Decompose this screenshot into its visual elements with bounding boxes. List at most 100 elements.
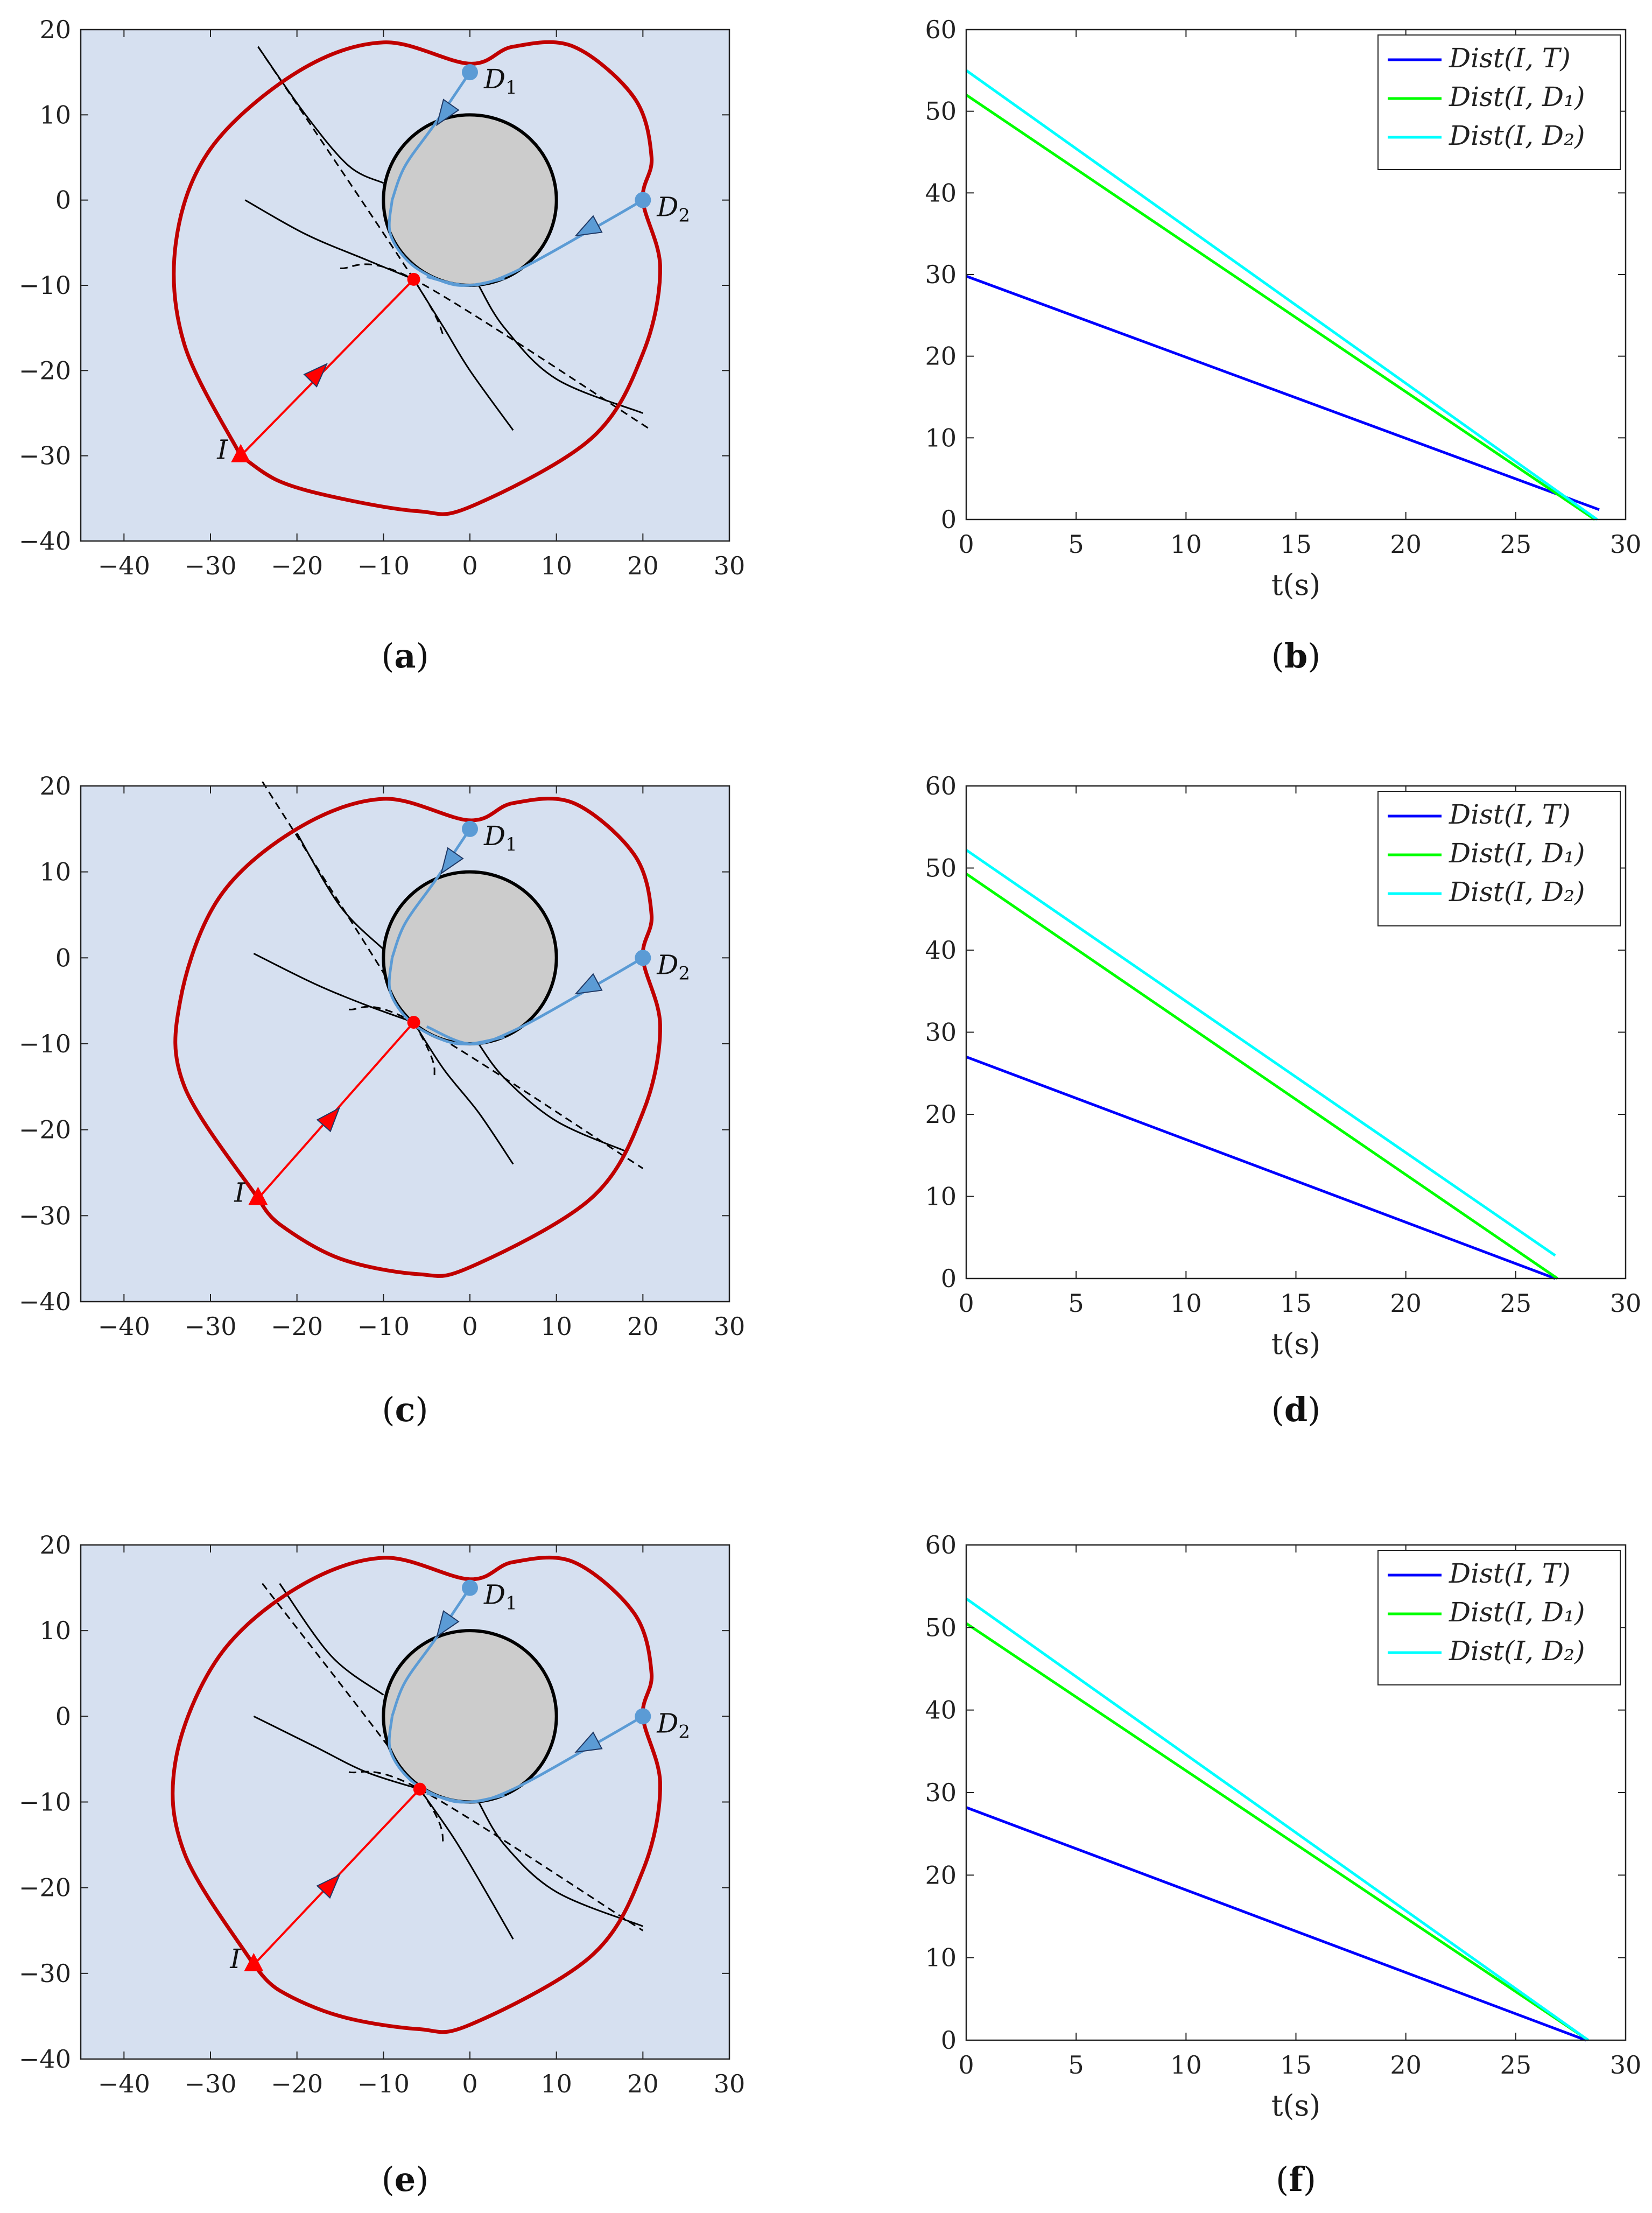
guide-curve xyxy=(419,1788,514,1940)
y-tick-label: 40 xyxy=(925,178,957,207)
caption-paren: ( xyxy=(1271,1390,1284,1429)
y-tick-label: 60 xyxy=(925,1530,957,1559)
x-tick-label: −10 xyxy=(357,1312,410,1341)
y-tick-label: −40 xyxy=(19,2045,71,2074)
defender-1-arrow xyxy=(440,847,464,875)
x-tick-label: −40 xyxy=(98,1312,150,1341)
legend-entry: Dist(I, D₁) xyxy=(1449,838,1585,869)
y-tick-label: 10 xyxy=(925,1182,957,1211)
defender-1-path xyxy=(391,1587,472,1717)
x-tick-label: 25 xyxy=(1500,530,1532,559)
intruder-label: I xyxy=(229,1943,241,1975)
intruder-arrow xyxy=(316,1107,341,1133)
defender-marker xyxy=(635,1708,651,1725)
y-tick-label: 20 xyxy=(39,1530,71,1559)
x-tick-label: 30 xyxy=(1610,530,1642,559)
guide-curve xyxy=(477,1043,626,1152)
legend-entry: Dist(I, D₁) xyxy=(1449,81,1585,113)
guide-curve xyxy=(477,285,643,414)
y-tick-label: 50 xyxy=(925,854,957,883)
y-tick-label: 10 xyxy=(39,100,71,129)
capture-boundary xyxy=(172,40,663,516)
x-tick-label: −30 xyxy=(184,1312,236,1341)
y-tick-label: 40 xyxy=(925,1696,957,1725)
x-tick-label: 0 xyxy=(462,551,477,580)
series-line-2 xyxy=(965,873,1558,1280)
defender-label-subscript: 1 xyxy=(505,834,517,855)
legend-entry: Dist(I, D₁) xyxy=(1449,1597,1585,1628)
y-tick-label: −20 xyxy=(19,356,71,385)
caption-letter: b xyxy=(1284,636,1307,676)
y-tick-label: 60 xyxy=(925,15,957,44)
panel-caption: (a) xyxy=(381,636,429,676)
tangent-dashed-line xyxy=(257,46,445,337)
legend: Dist(I, T) Dist(I, D₁) Dist(I, D₂) xyxy=(1377,791,1621,926)
series-line-1 xyxy=(966,1055,1556,1280)
y-tick-label: 0 xyxy=(941,505,957,534)
x-tick-label: 30 xyxy=(714,551,746,580)
y-tick-label: −10 xyxy=(19,1029,71,1058)
y-tick-label: 30 xyxy=(925,1018,957,1047)
x-tick-label: −20 xyxy=(271,1312,323,1341)
intruder-path xyxy=(240,278,414,457)
defender-label-subscript: 2 xyxy=(678,1721,690,1743)
plot-background xyxy=(81,1545,729,2059)
caption-paren: ( xyxy=(1271,636,1284,676)
x-axis-label: t(s) xyxy=(1271,2089,1321,2123)
y-tick-label: −40 xyxy=(19,1287,71,1316)
guide-curve xyxy=(413,279,514,431)
x-tick-label: 25 xyxy=(1500,1289,1532,1318)
legend-box xyxy=(1377,1550,1621,1685)
tangent-dashed-line xyxy=(262,781,437,1079)
y-tick-label: −30 xyxy=(19,1201,71,1230)
series-line-1 xyxy=(966,1806,1587,2042)
y-tick-label: −40 xyxy=(19,526,71,556)
y-tick-label: 20 xyxy=(925,1100,957,1129)
caption-paren: ( xyxy=(382,2160,395,2199)
x-axis-label: t(s) xyxy=(1271,568,1321,602)
panel-caption: (c) xyxy=(382,1390,428,1429)
x-tick-label: 20 xyxy=(627,2069,659,2098)
caption-paren: ( xyxy=(1276,2160,1289,2199)
defender-label: D2 xyxy=(656,1708,690,1743)
caption-paren: ( xyxy=(382,1390,395,1429)
x-tick-label: 0 xyxy=(958,1289,974,1318)
x-tick-label: 20 xyxy=(1390,530,1422,559)
y-tick-label: 10 xyxy=(39,1616,71,1645)
x-tick-label: −20 xyxy=(271,2069,323,2098)
x-tick-label: 10 xyxy=(1170,530,1202,559)
x-tick-label: 30 xyxy=(714,1312,746,1341)
x-tick-label: 10 xyxy=(1170,2050,1202,2079)
x-tick-label: 30 xyxy=(1610,1289,1642,1318)
intruder-marker xyxy=(231,444,251,462)
y-tick-label: 0 xyxy=(55,943,71,972)
y-tick-label: −30 xyxy=(19,1959,71,1988)
x-tick-label: 20 xyxy=(627,551,659,580)
caption-letter: e xyxy=(395,2160,416,2199)
defender-arc xyxy=(388,958,505,1045)
defender-arc xyxy=(388,200,505,287)
x-tick-label: 0 xyxy=(462,2069,477,2098)
defender-label-subscript: 2 xyxy=(678,963,690,984)
x-tick-label: 10 xyxy=(540,551,572,580)
legend-entry: Dist(I, D₂) xyxy=(1449,876,1585,908)
capture-point xyxy=(413,1782,426,1796)
panel-caption: (f) xyxy=(1276,2160,1316,2199)
x-tick-label: 10 xyxy=(1170,1289,1202,1318)
series-line-2 xyxy=(965,94,1596,521)
x-tick-label: 5 xyxy=(1068,1289,1084,1318)
defender-2-arrow xyxy=(574,1731,603,1753)
legend-entry: Dist(I, D₂) xyxy=(1449,120,1585,151)
defender-label-subscript: 2 xyxy=(678,205,690,227)
defender-2-arrow xyxy=(574,973,603,995)
caption-letter: d xyxy=(1284,1390,1307,1429)
caption-letter: a xyxy=(394,636,416,676)
x-axis-label: t(s) xyxy=(1271,1327,1321,1361)
legend-entry: Dist(I, T) xyxy=(1449,1558,1571,1589)
x-tick-label: −40 xyxy=(98,551,150,580)
defender-1-arrow xyxy=(436,1610,460,1638)
x-tick-label: 20 xyxy=(1390,1289,1422,1318)
x-tick-label: 15 xyxy=(1280,530,1312,559)
